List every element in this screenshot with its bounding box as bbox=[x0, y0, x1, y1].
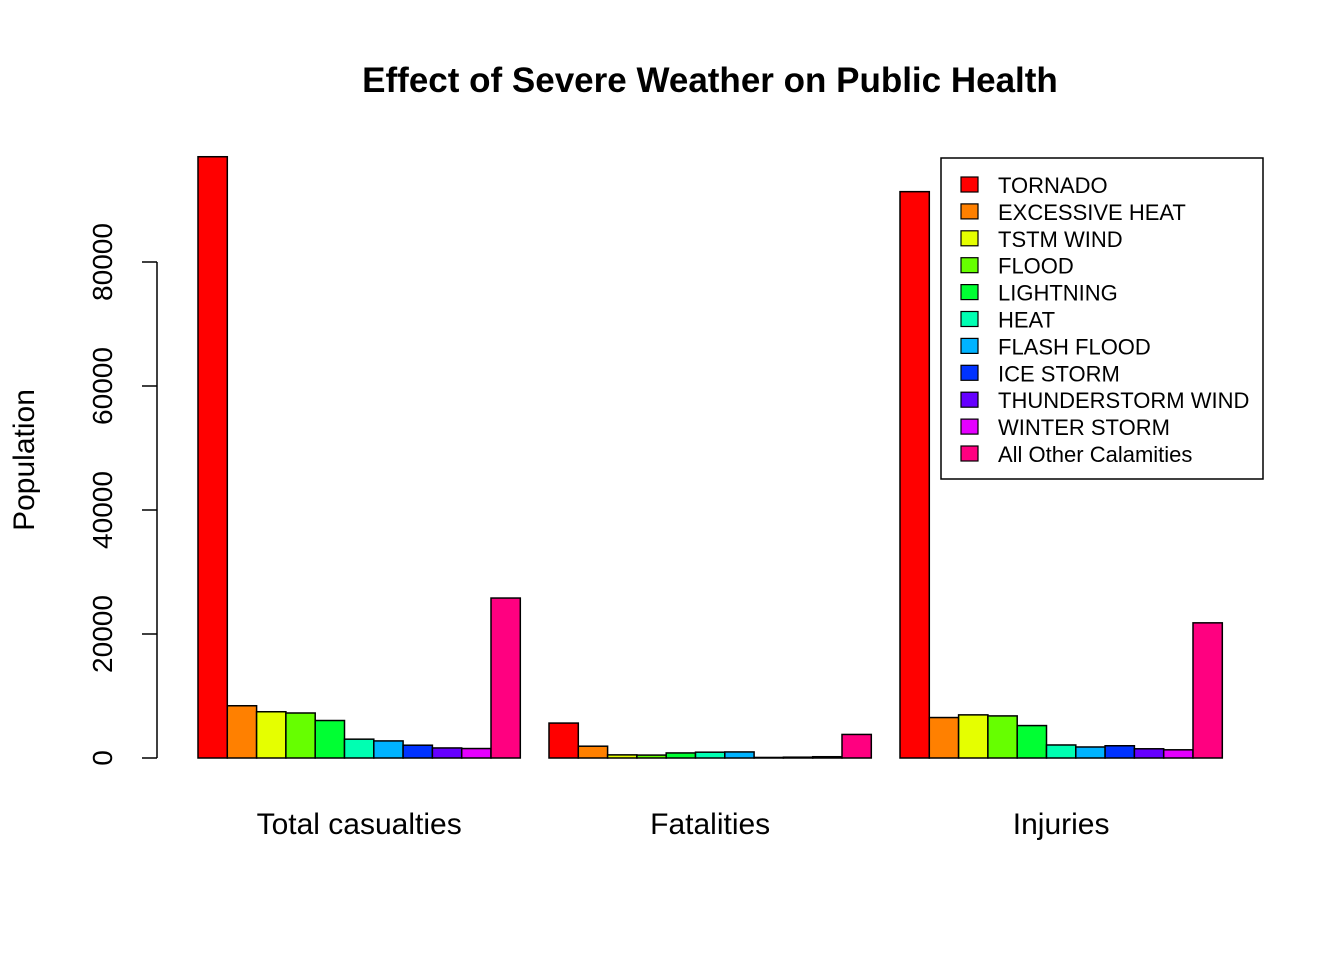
y-axis: 0 20000 40000 60000 80000 bbox=[87, 223, 158, 766]
group-label: Total casualties bbox=[257, 808, 462, 841]
legend-label: TSTM WIND bbox=[998, 227, 1123, 252]
legend-swatch bbox=[960, 230, 979, 247]
legend-swatch bbox=[960, 418, 979, 435]
group-label: Fatalities bbox=[650, 808, 770, 841]
bar bbox=[811, 755, 843, 759]
group-labels: Total casualties Fatalities Injuries bbox=[257, 808, 1110, 841]
bar bbox=[226, 704, 258, 759]
bar bbox=[577, 745, 609, 759]
legend-swatch bbox=[960, 257, 979, 274]
bar bbox=[1016, 724, 1048, 759]
bar bbox=[636, 754, 667, 759]
bar bbox=[928, 716, 960, 759]
legend-swatch bbox=[960, 364, 979, 381]
y-tick-label: 60000 bbox=[87, 347, 118, 425]
legend-label: All Other Calamities bbox=[998, 442, 1192, 467]
bar bbox=[548, 722, 580, 759]
legend-label: ICE STORM bbox=[998, 361, 1120, 386]
bar bbox=[1162, 749, 1194, 759]
bar bbox=[987, 715, 1018, 759]
legend-swatch bbox=[960, 176, 979, 193]
legend-label: TORNADO bbox=[998, 173, 1108, 198]
bar bbox=[782, 756, 814, 759]
chart-title: Effect of Severe Weather on Public Healt… bbox=[362, 61, 1058, 100]
bar bbox=[899, 190, 931, 759]
legend-swatch bbox=[960, 203, 979, 220]
bar bbox=[490, 597, 522, 759]
bar bbox=[1104, 745, 1136, 759]
legend-swatch bbox=[960, 391, 979, 408]
legend-label: FLOOD bbox=[998, 254, 1074, 279]
legend-swatch bbox=[960, 284, 979, 301]
legend-label: THUNDERSTORM WIND bbox=[998, 388, 1249, 413]
legend-swatch bbox=[960, 337, 979, 354]
bar bbox=[197, 155, 229, 759]
y-axis-label: Population bbox=[8, 389, 41, 531]
bar bbox=[1133, 748, 1165, 759]
y-tick-label: 40000 bbox=[87, 471, 118, 549]
legend-swatch bbox=[960, 445, 979, 462]
bar bbox=[606, 754, 638, 759]
bar bbox=[753, 756, 785, 759]
bar bbox=[402, 744, 434, 759]
bar bbox=[665, 752, 697, 759]
legend-label: LIGHTNING bbox=[998, 281, 1118, 306]
legend-swatch bbox=[960, 310, 979, 328]
legend-label: FLASH FLOOD bbox=[998, 334, 1151, 359]
bar bbox=[841, 733, 873, 759]
bar bbox=[1045, 744, 1077, 759]
y-tick-label: 20000 bbox=[87, 595, 118, 673]
bar bbox=[285, 712, 316, 759]
bar bbox=[957, 714, 989, 759]
legend-box bbox=[940, 157, 1264, 480]
legend-label: HEAT bbox=[998, 308, 1055, 333]
bar bbox=[255, 710, 287, 759]
bar bbox=[1192, 622, 1224, 759]
y-tick-label: 0 bbox=[87, 750, 118, 766]
bar bbox=[314, 719, 346, 759]
bar bbox=[1075, 746, 1106, 759]
legend-label: WINTER STORM bbox=[998, 415, 1170, 440]
bar bbox=[460, 747, 492, 759]
bar bbox=[373, 740, 404, 759]
legend-label: EXCESSIVE HEAT bbox=[998, 200, 1186, 225]
bars bbox=[197, 155, 1224, 759]
bar bbox=[724, 751, 755, 759]
bar bbox=[694, 751, 726, 759]
group-label: Injuries bbox=[1013, 808, 1110, 841]
y-tick-label: 80000 bbox=[87, 223, 118, 301]
bar bbox=[431, 747, 463, 759]
bar bbox=[343, 738, 375, 759]
